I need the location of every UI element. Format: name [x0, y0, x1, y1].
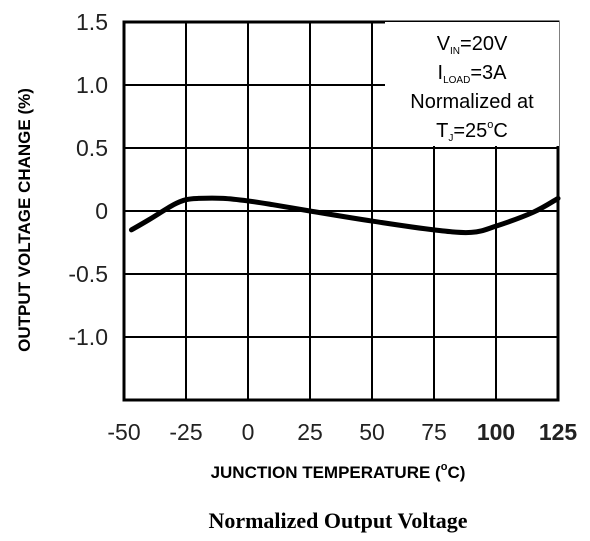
- y-axis-label: OUTPUT VOLTAGE CHANGE (%): [15, 88, 34, 352]
- y-tick-label: 1.5: [76, 9, 108, 35]
- x-tick-label: 100: [477, 419, 515, 445]
- y-tick-label: 1.0: [76, 72, 108, 98]
- annotation-box: [385, 22, 559, 146]
- annotation-tj-sup: o: [487, 119, 493, 131]
- annotation-iload-main: I: [438, 62, 444, 84]
- y-tick-label: 0.5: [76, 135, 108, 161]
- plot-frame: [122, 20, 560, 402]
- x-axis-label-text: JUNCTION TEMPERATURE (: [211, 463, 441, 482]
- x-tick-label: 50: [359, 419, 385, 445]
- annotation-iload-sub: LOAD: [443, 75, 470, 86]
- x-tick-label: 75: [421, 419, 447, 445]
- annotation-tj-sub: J: [448, 133, 453, 144]
- annotation-normalized: Normalized at: [410, 91, 534, 113]
- annotation-tj-rest: =25: [453, 120, 487, 142]
- x-tick-label: 0: [242, 419, 255, 445]
- x-tick-label: 25: [297, 419, 323, 445]
- annotation-vin-sub: IN: [450, 46, 460, 57]
- x-tick-label: 125: [539, 419, 578, 445]
- annotation-vin-main: V: [437, 33, 451, 55]
- x-tick-label: -50: [107, 419, 140, 445]
- annotation-iload-rest: =3A: [470, 62, 507, 84]
- annotation-tj-tail: C: [493, 120, 507, 142]
- x-axis-label-unit: C): [447, 463, 465, 482]
- y-tick-label: -0.5: [68, 261, 108, 287]
- annotation-iload: ILOAD=3A: [438, 62, 508, 86]
- y-tick-label: -1.0: [68, 324, 108, 350]
- annotation-tj-main: T: [436, 120, 448, 142]
- y-tick-labels: 1.5 1.0 0.5 0 -0.5 -1.0: [68, 9, 108, 350]
- annotation-tj: TJ=25oC: [436, 119, 508, 144]
- chart-caption: Normalized Output Voltage: [208, 508, 467, 533]
- series-line: [128, 195, 561, 236]
- x-axis-label: JUNCTION TEMPERATURE (oC): [211, 461, 466, 482]
- x-tick-labels: -50 -25 0 25 50 75 100 125: [107, 419, 577, 445]
- annotation-vin: VIN=20V: [437, 33, 508, 57]
- y-tick-label: 0: [95, 198, 108, 224]
- x-axis-label-degree: o: [441, 461, 448, 473]
- annotation-vin-rest: =20V: [460, 33, 508, 55]
- x-tick-label: -25: [169, 419, 202, 445]
